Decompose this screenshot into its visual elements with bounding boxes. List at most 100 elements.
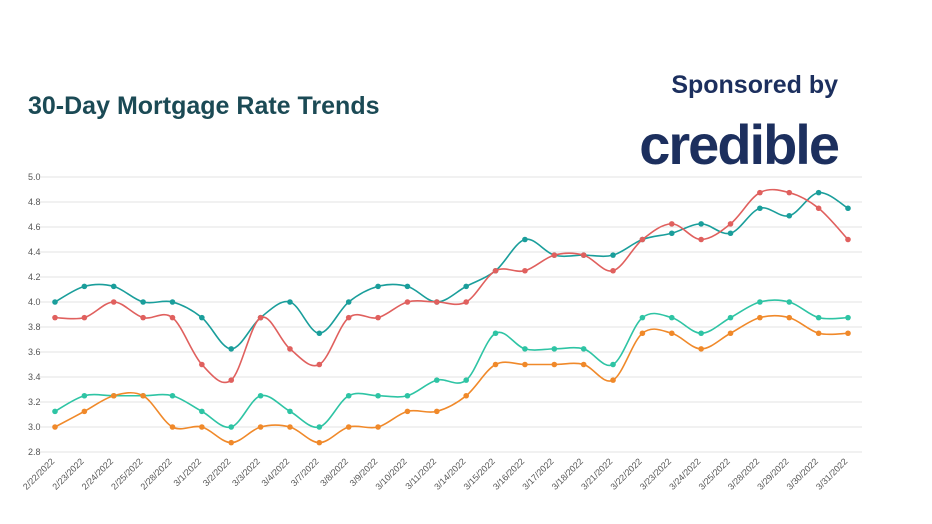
data-point [727,230,734,237]
data-point [786,189,793,196]
data-point [757,314,763,321]
y-tick-label: 3.0 [28,422,41,432]
data-point [52,408,58,415]
series-line [54,314,849,444]
x-tick-label: 3/7/2022 [289,456,321,488]
data-point [81,392,88,399]
data-point [668,330,675,337]
data-point [110,299,117,305]
data-point [257,392,264,399]
data-point [580,346,587,352]
data-point [169,299,176,305]
x-tick-label: 2/28/2022 [139,456,174,491]
data-point [345,314,352,321]
data-point [845,314,851,321]
data-point [551,252,558,258]
y-tick-label: 4.0 [28,297,41,307]
data-point [434,408,440,415]
data-point [316,439,323,446]
y-tick-label: 3.6 [28,347,41,357]
y-tick-label: 3.8 [28,322,41,332]
data-point [522,267,528,274]
data-point [668,230,675,237]
data-point [316,330,323,337]
data-point [610,377,616,383]
data-point [316,361,323,368]
data-point [698,346,704,352]
data-point [522,236,528,243]
data-point [757,299,763,305]
data-point [580,361,587,368]
data-point [492,361,499,368]
y-tick-label: 2.8 [28,447,41,457]
data-point [199,424,205,430]
data-point [52,424,58,430]
data-point [668,314,675,321]
data-point [610,252,616,258]
data-point [287,408,293,415]
data-point [375,314,381,321]
data-point [375,424,381,430]
data-point [845,236,851,243]
y-tick-label: 3.4 [28,372,41,382]
data-point [815,330,822,337]
data-point [786,314,793,321]
data-point [169,392,176,399]
data-point [140,314,146,321]
x-tick-label: 3/2/2022 [201,456,233,488]
data-point [375,392,381,399]
data-point [169,424,176,430]
data-point [287,424,293,430]
data-point [463,299,469,305]
sponsor-logo: credible [639,113,839,176]
series-line [54,191,849,350]
data-point [786,212,793,219]
data-point [757,189,763,196]
data-point [639,236,646,243]
x-tick-label: 3/3/2022 [230,456,262,488]
data-point [81,314,88,321]
data-point [727,221,734,227]
data-point [345,424,352,430]
data-point [757,205,763,212]
data-point [257,424,264,430]
data-point [316,424,323,430]
data-point [110,283,117,290]
x-tick-label: 3/10/2022 [373,456,408,491]
data-point [610,267,616,274]
data-point [140,299,146,305]
data-point [815,314,822,321]
data-point [345,299,352,305]
data-point [404,408,411,415]
data-point [815,205,822,212]
data-point [698,221,704,227]
data-point [492,330,499,337]
data-point [169,314,176,321]
data-point [580,252,587,258]
data-point [140,392,146,399]
data-point [610,361,616,368]
data-point [404,392,411,399]
data-point [522,346,528,352]
data-point [551,346,558,352]
series-line [54,299,849,429]
data-point [228,377,235,383]
data-point [463,392,469,399]
y-tick-label: 3.2 [28,397,41,407]
data-point [375,283,381,290]
data-point [287,346,293,352]
data-point [81,283,88,290]
x-tick-label: 3/8/2022 [318,456,350,488]
data-point [463,283,469,290]
data-point [199,361,205,368]
data-point [845,205,851,212]
data-point [52,314,58,321]
data-point [404,299,411,305]
data-point [786,299,793,305]
data-point [228,346,235,352]
data-point [551,361,558,368]
data-point [522,361,528,368]
data-point [727,330,734,337]
data-point [81,408,88,415]
